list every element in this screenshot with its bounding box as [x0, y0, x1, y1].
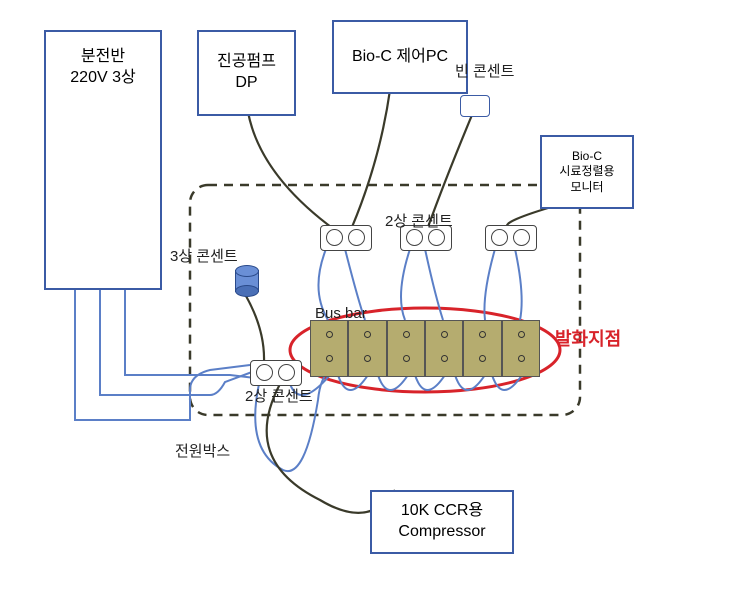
bus-bar-socket-5	[502, 320, 540, 377]
label-power-box: 전원박스	[175, 440, 230, 461]
bus-bar-socket-1	[348, 320, 386, 377]
box-bioc-pc: Bio-C 제어PC	[332, 20, 468, 94]
bus-bar	[310, 320, 540, 375]
pc-label: Bio-C 제어PC	[352, 47, 448, 68]
bus-bar-socket-3	[425, 320, 463, 377]
three-phase-plug-icon	[235, 265, 257, 295]
label-two-phase-top: 2상 콘센트	[385, 210, 453, 231]
bus-bar-socket-2	[387, 320, 425, 377]
comp-line1: 10K CCR용	[401, 501, 483, 522]
mon-line2: 시료정렬용	[559, 164, 614, 180]
comp-line2: Compressor	[398, 522, 485, 543]
label-bus-bar: Bus bar	[315, 305, 367, 322]
vac-line2: DP	[235, 73, 257, 94]
label-two-phase-bottom: 2상 콘센트	[245, 385, 313, 406]
mon-line1: Bio-C	[572, 149, 602, 165]
two-phase-outlet-top-0	[320, 225, 372, 251]
bus-bar-socket-4	[463, 320, 501, 377]
label-three-phase: 3상 콘센트	[170, 245, 238, 266]
label-empty-outlet: 빈 콘센트	[455, 60, 514, 81]
box-compressor: 10K CCR용 Compressor	[370, 490, 514, 554]
empty-outlet-icon	[460, 95, 490, 117]
dist-panel-line1: 분전반	[81, 47, 125, 68]
box-dist-panel: 분전반 220V 3상	[44, 30, 162, 290]
label-ignition-point: 발화지점	[555, 325, 621, 351]
box-vacuum-pump: 진공펌프 DP	[197, 30, 296, 116]
bus-bar-socket-0	[310, 320, 348, 377]
vac-line1: 진공펌프	[217, 52, 276, 73]
dist-panel-line2: 220V 3상	[70, 68, 135, 89]
two-phase-outlet-top-2	[485, 225, 537, 251]
two-phase-outlet-bottom	[250, 360, 302, 386]
box-bioc-monitor: Bio-C 시료정렬용 모니터	[540, 135, 634, 209]
mon-line3: 모니터	[570, 180, 603, 196]
